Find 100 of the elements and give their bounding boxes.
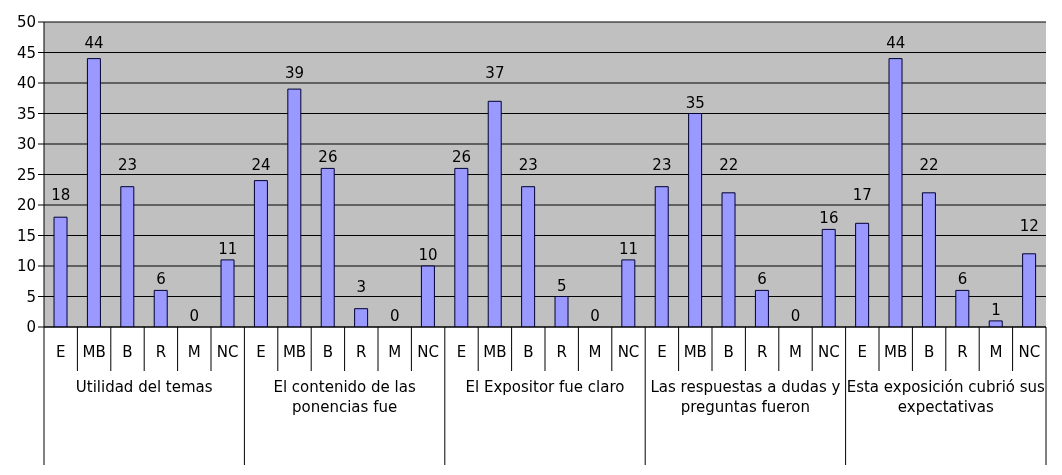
y-tick-label: 5 xyxy=(26,287,36,306)
y-tick-label: 30 xyxy=(16,135,36,154)
x-tick-label: M xyxy=(989,343,1003,361)
data-label: 0 xyxy=(389,307,400,325)
data-label: 16 xyxy=(819,209,839,228)
data-label: 23 xyxy=(117,155,138,174)
text: Utilidad del temas xyxy=(75,377,213,396)
data-label: 6 xyxy=(957,270,968,289)
data-label: 6 xyxy=(757,270,767,289)
data-label: 17 xyxy=(852,186,872,204)
bar xyxy=(688,113,703,327)
data-label: 22 xyxy=(919,155,939,174)
x-tick-label: R xyxy=(155,343,167,361)
y-tick-label: 20 xyxy=(16,196,36,215)
bar xyxy=(120,186,135,327)
x-tick-label: R xyxy=(556,343,567,361)
bar xyxy=(888,58,903,327)
data-label: 11 xyxy=(618,239,639,258)
data-label: 0 xyxy=(590,307,600,325)
data-label: 5 xyxy=(556,276,567,295)
data-label: 35 xyxy=(685,93,705,112)
data-label: 6 xyxy=(156,270,166,289)
text: El contenido de las ponencias fue xyxy=(273,377,416,416)
x-tick-label: M xyxy=(187,343,201,361)
data-label: 26 xyxy=(451,148,472,167)
bar xyxy=(721,192,736,327)
bar xyxy=(754,289,769,327)
data-label: 11 xyxy=(218,239,238,258)
x-tick-label: B xyxy=(923,343,935,361)
x-tick-label: NC xyxy=(417,343,439,361)
bar xyxy=(621,259,636,327)
x-tick-label: E xyxy=(456,343,467,361)
x-tick-label: MB xyxy=(282,343,307,361)
x-tick-label: M xyxy=(388,343,402,361)
bar xyxy=(420,265,435,327)
x-tick-label: R xyxy=(356,343,367,361)
x-tick-label: E xyxy=(857,343,868,361)
x-tick-label: NC xyxy=(1018,343,1041,361)
data-label: 23 xyxy=(652,155,672,174)
bar xyxy=(487,100,502,327)
text: El Expositor fue claro xyxy=(465,377,625,396)
x-tick-label: B xyxy=(122,343,133,361)
x-tick-label: E xyxy=(657,343,667,361)
bar xyxy=(253,180,268,327)
data-label: 26 xyxy=(318,148,338,167)
y-tick-label: 15 xyxy=(16,226,36,245)
x-tick-label: B xyxy=(322,343,334,361)
data-label: 0 xyxy=(790,307,801,325)
text: Las respuestas a dudas y preguntas fueron xyxy=(650,377,841,416)
bar xyxy=(320,167,335,327)
bar xyxy=(955,289,970,327)
y-tick-label: 45 xyxy=(16,43,36,62)
bar xyxy=(86,58,101,327)
y-tick-label: 10 xyxy=(16,257,36,276)
y-tick-label: 35 xyxy=(16,104,36,123)
bar xyxy=(1022,253,1037,327)
bar xyxy=(287,88,302,327)
data-label: 39 xyxy=(284,64,305,82)
x-tick-label: MB xyxy=(82,343,106,361)
data-label: 10 xyxy=(418,246,438,264)
data-label: 44 xyxy=(886,33,906,52)
bar xyxy=(855,222,870,327)
bar xyxy=(988,320,1003,327)
bar xyxy=(521,186,536,327)
y-tick-label: 0 xyxy=(26,318,36,337)
x-tick-label: NC xyxy=(216,343,239,361)
data-label: 3 xyxy=(356,277,367,296)
bar xyxy=(53,216,68,327)
x-tick-label: MB xyxy=(483,343,507,361)
bar xyxy=(821,228,836,327)
y-tick-label: 25 xyxy=(16,165,36,184)
x-tick-label: NC xyxy=(617,343,640,361)
x-tick-label: MB xyxy=(683,343,707,361)
bar xyxy=(354,308,369,327)
x-tick-label: E xyxy=(256,343,266,361)
bar xyxy=(921,192,936,327)
data-label: 23 xyxy=(518,155,538,174)
x-tick-label: B xyxy=(523,343,534,361)
bar xyxy=(220,259,235,327)
x-tick-label: B xyxy=(723,343,734,361)
bar xyxy=(454,167,469,327)
x-tick-label: R xyxy=(957,343,968,361)
x-tick-label: MB xyxy=(884,343,908,361)
y-tick-label: 50 xyxy=(16,13,36,32)
bar xyxy=(153,289,168,327)
y-tick-label: 40 xyxy=(16,74,36,93)
data-label: 22 xyxy=(719,155,739,174)
bar xyxy=(554,296,569,327)
bar xyxy=(654,186,669,327)
data-label: 12 xyxy=(1019,216,1039,235)
data-label: 0 xyxy=(189,307,200,325)
data-label: 18 xyxy=(51,186,71,204)
x-tick-label: NC xyxy=(818,343,840,361)
data-label: 24 xyxy=(251,155,271,174)
x-tick-label: M xyxy=(588,343,602,361)
text: Esta exposición cubrió sus expectativas xyxy=(846,377,1046,416)
data-label: 44 xyxy=(84,33,104,52)
x-tick-label: E xyxy=(55,343,66,361)
data-label: 1 xyxy=(991,300,1001,319)
x-tick-label: M xyxy=(789,343,802,361)
